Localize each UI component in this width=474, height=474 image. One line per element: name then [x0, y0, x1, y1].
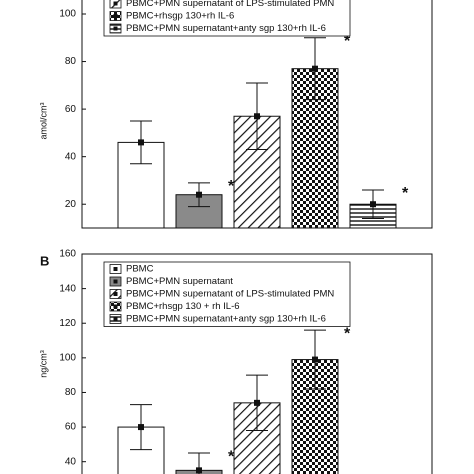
y-tick-label: 60 [65, 422, 77, 433]
significance-label: * [228, 178, 235, 195]
legend-dot [113, 292, 118, 296]
legend-label: PBMC+PMN supernatant [126, 276, 233, 287]
y-tick-label: 40 [65, 151, 77, 162]
y-tick-label: 120 [59, 318, 76, 329]
mean-marker [312, 356, 318, 363]
y-tick-label: 20 [65, 199, 77, 210]
mean-marker [312, 65, 318, 72]
mean-marker [254, 113, 260, 120]
mean-marker [196, 467, 202, 474]
mean-marker [138, 139, 144, 146]
legend-box [103, 261, 351, 327]
y-tick-label: 100 [59, 352, 76, 363]
bar [233, 115, 281, 229]
legend-label: PBMC+PMN supernatant of LPS-stimulated P… [126, 0, 334, 9]
y-tick-label: 80 [65, 56, 77, 67]
y-tick-label: 40 [65, 456, 77, 467]
y-tick-label: 60 [65, 104, 77, 115]
y-tick-label: 100 [59, 9, 76, 20]
legend-box [103, 0, 351, 37]
mean-marker [138, 424, 144, 431]
significance-label: * [402, 185, 409, 202]
y-tick-label: 140 [59, 283, 76, 294]
mean-marker [196, 191, 202, 198]
legend-dot [113, 317, 118, 321]
legend-dot [113, 267, 118, 271]
legend-dot [113, 279, 118, 284]
y-axis-label: amol/cm³ [38, 102, 48, 139]
legend-label: PBMC+rhsgp 130+rh IL-6 [126, 11, 234, 22]
y-axis-label: ng/cm³ [38, 350, 48, 378]
legend-label: PBMC+PMN supernatant+anty sgp 130+rh IL-… [126, 23, 326, 34]
legend-dot [113, 14, 118, 18]
legend-dot [113, 26, 118, 31]
panel-label: B [40, 253, 49, 268]
y-tick-label: 160 [59, 249, 76, 260]
mean-marker [370, 201, 376, 208]
legend-label: PBMC+PMN supernatant+anty sgp 130+rh IL-… [126, 314, 326, 325]
significance-label: * [344, 33, 351, 50]
legend-label: PBMC [126, 264, 154, 275]
legend-dot [113, 1, 118, 6]
y-tick-label: 80 [65, 387, 77, 398]
plot-frame [81, 253, 433, 474]
significance-label: * [344, 325, 351, 342]
legend-label: PBMC+PMN supernatant of LPS-stimulated P… [126, 289, 334, 300]
significance-label: * [228, 448, 235, 465]
legend-label: PBMC+rhsgp 130 + rh IL-6 [126, 301, 240, 312]
legend-dot [113, 304, 118, 309]
mean-marker [254, 399, 260, 406]
